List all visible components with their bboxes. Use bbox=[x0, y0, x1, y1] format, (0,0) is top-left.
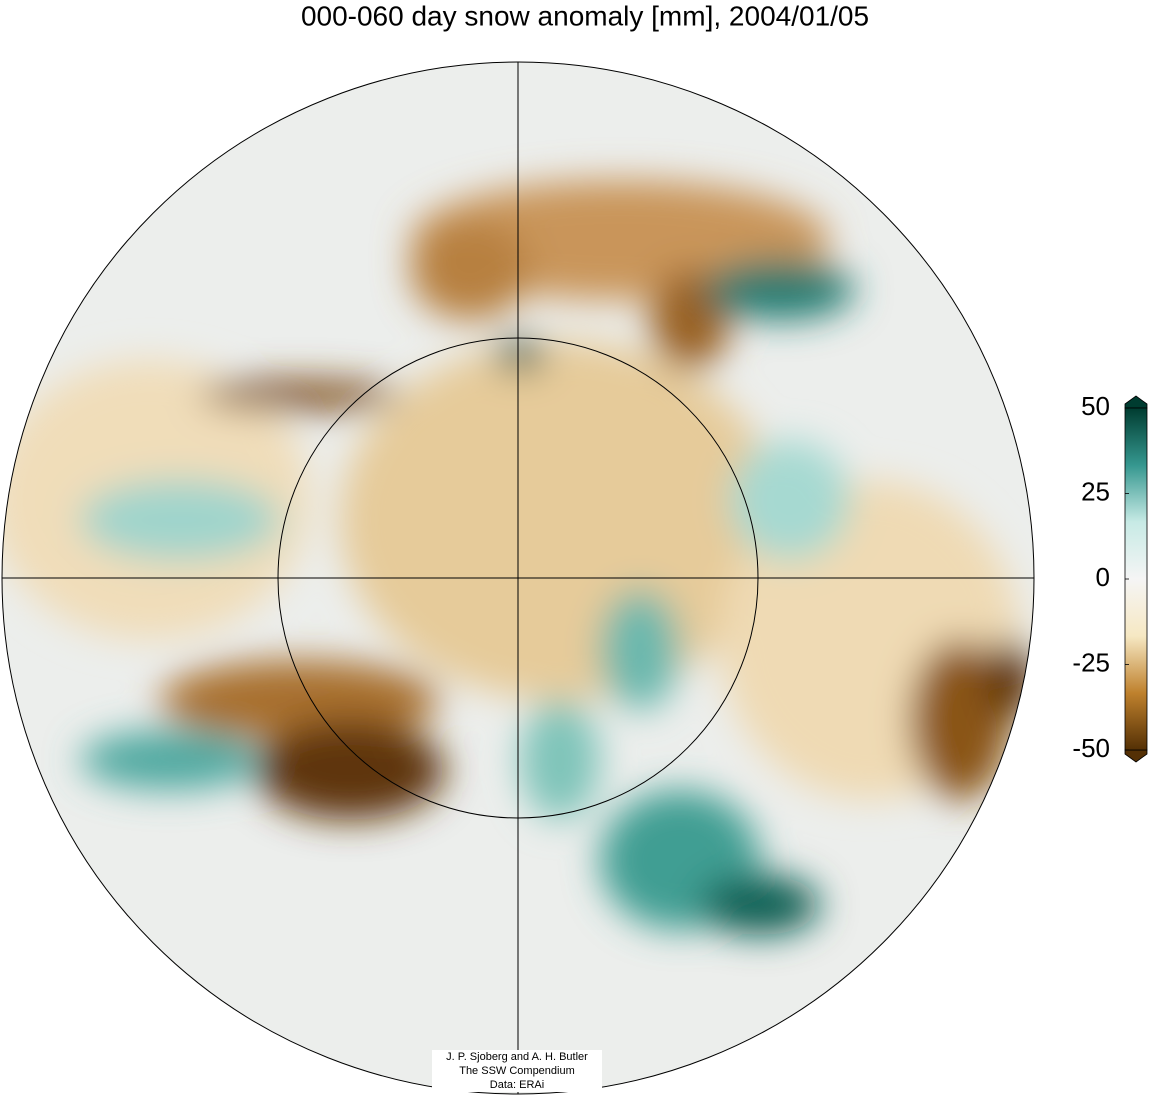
map bbox=[2, 62, 1034, 1094]
credit: J. P. Sjoberg and A. H. Butler bbox=[446, 1051, 588, 1063]
anomaly-field bbox=[2, 180, 1034, 935]
colorbar-tick-label: 0 bbox=[1096, 562, 1110, 592]
arctic-circle bbox=[277, 337, 759, 819]
map-boundary bbox=[1, 61, 1035, 1095]
colorbar-tick-label: -25 bbox=[1072, 647, 1110, 677]
title: 000-060 day snow anomaly [mm], 2004/01/0… bbox=[301, 0, 869, 31]
colorbar-tick-label: 50 bbox=[1081, 391, 1110, 421]
colorbar-tick-label: -50 bbox=[1072, 733, 1110, 763]
credit: Data: ERAi bbox=[490, 1079, 544, 1091]
colorbar-tick-label: 25 bbox=[1081, 476, 1110, 506]
credit: The SSW Compendium bbox=[459, 1065, 575, 1077]
colorbar-extend-top bbox=[1124, 395, 1148, 409]
credit-box bbox=[432, 1050, 602, 1092]
colorbar: 50 25 0 -25 -50 bbox=[1072, 391, 1148, 763]
colorbar-extend-bottom bbox=[1124, 749, 1148, 763]
